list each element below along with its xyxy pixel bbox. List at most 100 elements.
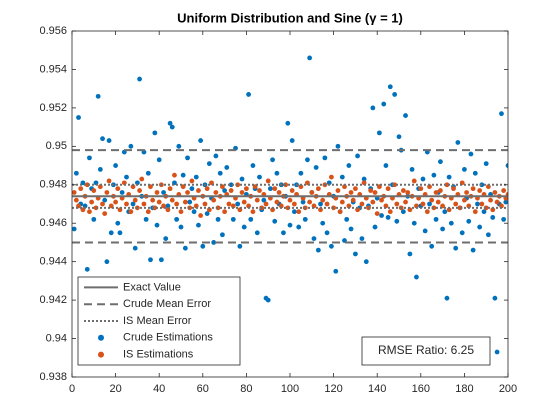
x-tick-label: 120 [324,383,342,395]
point [472,170,478,176]
point [300,199,306,205]
point [379,213,384,218]
point [414,274,419,280]
point [339,199,345,205]
point [348,190,354,195]
point [89,199,95,205]
point [363,259,369,265]
y-tick-label: 0.94 [46,332,67,344]
point [167,120,173,126]
point [178,224,184,230]
point [235,201,241,207]
point [403,199,408,205]
point [87,209,92,215]
point [311,236,317,242]
point [285,205,291,211]
point [407,251,413,257]
point [444,182,450,188]
point [459,230,465,236]
point [483,161,489,167]
point [257,188,262,193]
legend-label: Exact Value [123,281,181,293]
point [202,201,208,207]
point [348,226,354,232]
point [156,157,162,163]
point [394,218,400,224]
point [156,199,162,205]
point [505,163,508,168]
x-tick-label: 20 [109,383,121,395]
point [320,197,326,203]
point [174,201,180,207]
point [396,134,402,140]
point [172,172,177,178]
point [470,186,476,192]
point [152,205,158,211]
y-tick-label: 0.942 [39,294,67,306]
point [237,243,243,249]
point [130,184,136,190]
point [501,188,507,193]
point [289,138,295,143]
point [178,209,184,215]
point [124,201,129,207]
point [372,224,378,230]
point [335,143,341,149]
point [167,186,173,192]
point [485,232,491,238]
plot [72,55,508,355]
chart-title: Uniform Distribution and Sine (γ = 1) [177,10,403,25]
point [211,197,217,203]
point [296,209,302,215]
point [483,205,489,211]
y-tick-label: 0.946 [39,217,67,229]
point [124,174,129,180]
point [394,201,400,207]
point [250,209,256,215]
point [433,190,439,195]
point [438,188,443,193]
point [128,143,134,149]
point [87,155,92,161]
point [265,178,271,184]
point [137,188,142,193]
point [468,151,474,157]
point [488,197,493,203]
x-tick-label: 40 [153,383,165,395]
point [418,186,424,192]
point [200,243,206,249]
point [313,165,319,170]
y-tick-label: 0.954 [39,63,67,75]
point [250,163,256,168]
point [84,266,90,272]
point [411,178,417,184]
point [276,190,282,195]
point [350,197,356,203]
point [213,190,219,195]
point [150,197,156,203]
annotation: RMSE Ratio: 6.25 [378,343,474,357]
point [204,211,210,217]
point [466,218,472,224]
point [91,216,97,222]
x-tick-label: 100 [281,383,299,395]
point [376,130,382,136]
point [215,205,221,211]
point [152,130,158,136]
point [267,186,273,192]
point [217,170,223,176]
point [361,176,367,182]
point [298,184,304,190]
point [409,167,415,172]
point [429,197,435,203]
point [451,186,456,192]
point [470,247,476,253]
annotation-box [361,336,491,366]
point [322,155,328,161]
point [176,143,182,149]
point [222,188,228,193]
y-tick-label: 0.956 [39,25,67,37]
point [374,211,380,217]
point [82,203,88,209]
point [368,188,374,193]
